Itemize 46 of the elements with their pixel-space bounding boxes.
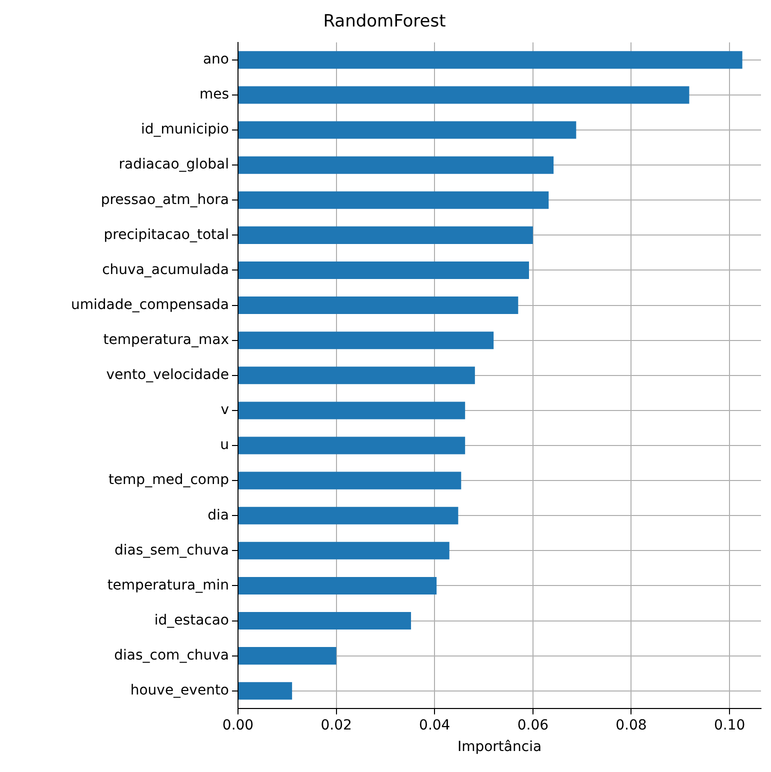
bar xyxy=(238,506,458,524)
x-tick-label: 0.06 xyxy=(517,717,549,734)
bar xyxy=(238,542,450,560)
y-tick-label: dias_com_chuva xyxy=(114,647,229,664)
bar xyxy=(238,226,533,244)
bar xyxy=(238,436,466,454)
y-tick-label: precipitacao_total xyxy=(104,226,229,243)
bar xyxy=(238,402,466,420)
bar xyxy=(238,191,549,209)
y-tick-label: houve_evento xyxy=(130,682,229,699)
bar xyxy=(238,472,462,490)
x-tick-label: 0.00 xyxy=(222,717,254,734)
bar xyxy=(238,156,554,174)
bar xyxy=(238,612,412,630)
x-tick-label: 0.04 xyxy=(419,717,450,734)
y-tick-label: v xyxy=(220,402,229,418)
y-tick-label: temp_med_comp xyxy=(108,472,230,488)
x-tick-label: 0.08 xyxy=(616,717,647,734)
y-tick-label: vento_velocidade xyxy=(106,367,229,384)
bar xyxy=(238,647,336,665)
bar xyxy=(238,261,529,280)
x-axis-title: Importância xyxy=(457,739,542,756)
bar xyxy=(238,332,494,350)
chart-title: RandomForest xyxy=(323,12,446,32)
y-tick-label: id_municipio xyxy=(141,122,229,138)
y-tick-label: mes xyxy=(199,86,229,103)
bar xyxy=(238,366,475,384)
x-tick-label: 0.02 xyxy=(320,717,352,734)
x-tick-label: 0.10 xyxy=(714,717,746,734)
y-tick-label: umidade_compensada xyxy=(71,296,229,313)
y-tick-label: dia xyxy=(208,507,229,524)
y-tick-label: temperatura_max xyxy=(103,332,229,348)
bar xyxy=(238,121,576,139)
bar xyxy=(238,576,437,594)
y-tick-label: temperatura_min xyxy=(107,577,229,594)
y-tick-label: ano xyxy=(202,52,229,68)
y-tick-label: dias_sem_chuva xyxy=(114,542,229,558)
y-tick-label: u xyxy=(220,437,229,454)
y-tick-label: chuva_acumulada xyxy=(102,262,229,278)
bar xyxy=(238,51,742,69)
y-tick-label: id_estacao xyxy=(154,612,229,628)
y-tick-label: radiacao_global xyxy=(118,156,229,173)
bar xyxy=(238,682,292,700)
y-tick-label: pressao_atm_hora xyxy=(100,192,229,208)
bar xyxy=(238,86,690,104)
bar xyxy=(238,296,518,314)
